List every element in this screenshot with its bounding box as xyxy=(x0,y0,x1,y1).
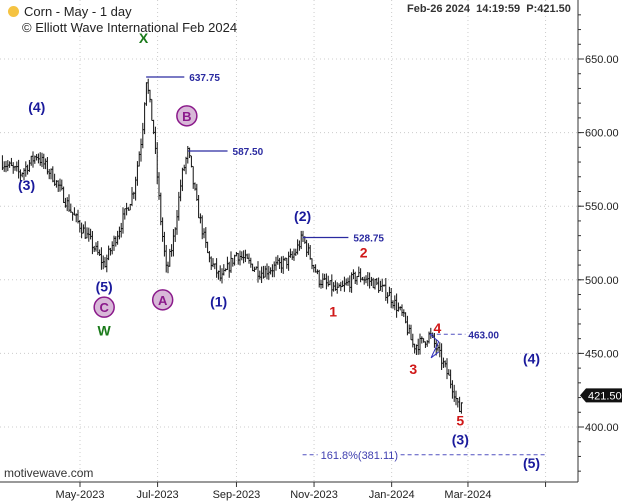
triangle-pattern xyxy=(429,333,440,359)
y-tick-label: 400.00 xyxy=(585,422,619,434)
wave-label: (2) xyxy=(294,208,311,224)
fibonacci-label: 161.8%(381.11) xyxy=(321,450,398,462)
wave-label: (3) xyxy=(18,177,35,193)
wave-label: (4) xyxy=(523,351,540,367)
y-tick-label: 500.00 xyxy=(585,275,619,287)
wave-label: X xyxy=(139,30,149,46)
wave-label: A xyxy=(158,293,168,308)
wave-circle xyxy=(151,289,174,311)
y-tick-label: 550.00 xyxy=(585,201,619,213)
status-readout: Feb-26 2024 14:19:59 P:421.50 xyxy=(407,3,571,15)
x-tick-label: Jul-2023 xyxy=(136,489,178,501)
y-tick-label: 600.00 xyxy=(585,128,619,140)
wave-label: W xyxy=(98,323,112,339)
watermark: motivewave.com xyxy=(4,466,94,480)
wave-label: (4) xyxy=(28,99,45,115)
level-label: 587.50 xyxy=(233,147,264,158)
last-price-tag xyxy=(580,388,622,403)
symbol-title: Corn - May - 1 day xyxy=(24,4,132,19)
wave-label: 3 xyxy=(409,361,417,377)
y-tick-label: 650.00 xyxy=(585,54,619,66)
level-label: 528.75 xyxy=(353,233,384,244)
wave-label: (5) xyxy=(523,455,540,471)
symbol-dot-icon xyxy=(8,6,19,17)
x-tick-label: Jan-2024 xyxy=(369,489,415,501)
wave-circle xyxy=(176,105,198,127)
wave-label: 4 xyxy=(434,320,442,336)
x-tick-label: Nov-2023 xyxy=(290,489,338,501)
label-bg xyxy=(317,446,398,460)
wave-label: 2 xyxy=(360,245,368,261)
wave-label: (5) xyxy=(96,279,113,295)
wave-label: (1) xyxy=(210,293,227,309)
copyright: © Elliott Wave International Feb 2024 xyxy=(22,20,238,35)
wave-label: B xyxy=(182,109,191,124)
wave-label: 5 xyxy=(456,413,464,429)
wave-circle xyxy=(93,296,115,318)
level-label: 463.00 xyxy=(468,330,499,341)
wave-label: (3) xyxy=(452,432,469,448)
wave-label: C xyxy=(99,300,109,315)
x-tick-label: Mar-2024 xyxy=(444,489,491,501)
last-price-label: 421.50 xyxy=(588,390,622,402)
y-tick-label: 450.00 xyxy=(585,348,619,360)
x-tick-label: Sep-2023 xyxy=(213,489,261,501)
level-label: 637.75 xyxy=(189,73,220,84)
wave-label: 1 xyxy=(329,304,337,320)
x-tick-label: May-2023 xyxy=(56,489,105,501)
